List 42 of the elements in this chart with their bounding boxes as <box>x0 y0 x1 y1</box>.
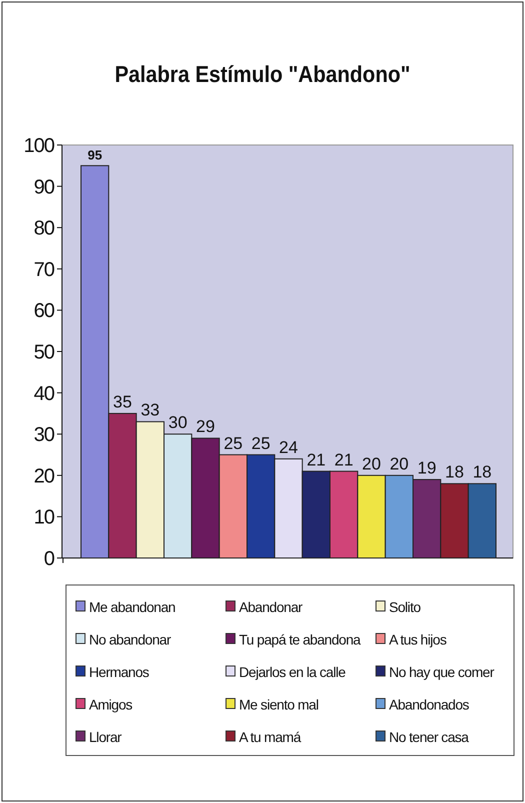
legend-label: No tener casa <box>389 728 470 745</box>
data-label: 30 <box>168 413 188 432</box>
data-label: 19 <box>417 458 436 478</box>
legend-label: No hay que comer <box>389 664 495 680</box>
legend-label: Abandonar <box>239 598 304 615</box>
legend-label: A tus hijos <box>389 631 447 648</box>
legend-label: Hermanos <box>89 664 150 680</box>
data-label: 18 <box>445 462 464 482</box>
legend-label: Llorar <box>89 728 122 745</box>
y-tick-label: 0 <box>44 548 55 570</box>
data-label: 25 <box>251 434 270 453</box>
y-tick-label: 100 <box>24 135 55 157</box>
data-label: 20 <box>390 454 409 474</box>
y-tick-label: 30 <box>34 424 55 446</box>
data-label: 35 <box>113 392 132 412</box>
legend-label: Abandonados <box>389 696 470 712</box>
legend-label: Dejarlos en la calle <box>239 664 346 680</box>
y-tick-label: 50 <box>34 342 55 364</box>
legend-label: A tu mamá <box>239 728 302 745</box>
y-tick-label: 20 <box>34 465 55 488</box>
data-label: 33 <box>140 400 160 420</box>
legend-label: Me siento mal <box>239 696 319 712</box>
data-label: 21 <box>306 450 326 470</box>
data-label: 25 <box>224 434 243 453</box>
data-label: 24 <box>279 438 298 457</box>
data-label: 21 <box>334 450 354 470</box>
legend-label: Tu papá te abandona <box>239 631 362 648</box>
y-tick-label: 70 <box>34 258 55 281</box>
y-tick-label: 10 <box>34 506 55 529</box>
data-label: 20 <box>362 454 381 474</box>
y-tick-label: 90 <box>34 176 55 198</box>
y-tick-label: 40 <box>34 382 55 405</box>
legend-label: Me abandonan <box>89 598 176 615</box>
data-label: 29 <box>196 417 215 436</box>
data-label: 95 <box>88 148 102 163</box>
y-tick-label: 60 <box>34 300 55 322</box>
data-label: 18 <box>472 462 492 482</box>
legend-label: Solito <box>389 598 422 615</box>
chart-title: Palabra Estímulo "Abandono" <box>114 60 410 88</box>
legend-label: No abandonar <box>89 631 172 648</box>
legend-label: Amigos <box>89 696 133 712</box>
y-tick-label: 80 <box>34 218 55 240</box>
